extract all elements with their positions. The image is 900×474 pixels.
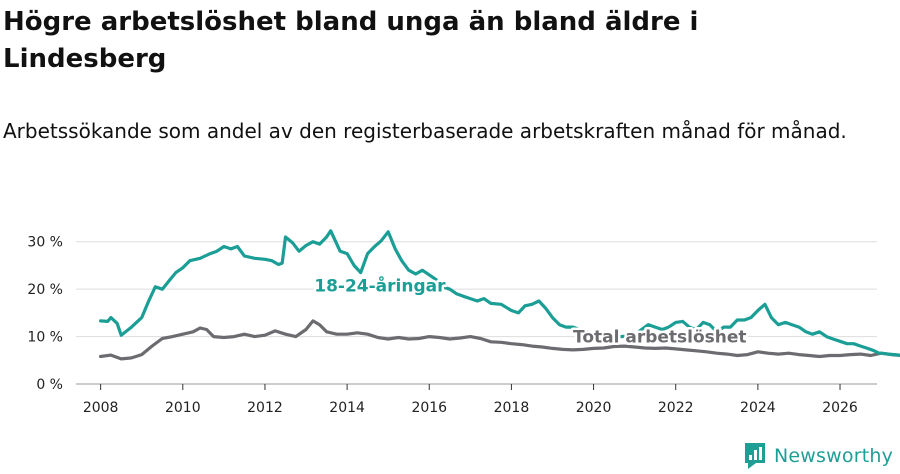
series-line-youth [99,229,900,357]
y-axis-ticks: 0 % 10 % 20 % 30 % [27,235,63,393]
series-label-youth: 18-24-åringar [314,275,446,297]
chart-subtitle: Arbetssökande som andel av den registerb… [3,119,847,143]
y-tick-label: 0 % [36,377,63,393]
series-line-total [99,319,900,361]
gridlines [76,241,877,385]
y-tick-label: 20 % [27,282,63,298]
x-tick-label: 2012 [247,400,283,416]
y-tick-label: 30 % [27,235,63,251]
brand-name: Newsworthy [774,445,894,467]
series-label-total: Total arbetslöshet [573,327,747,347]
x-tick-label: 2024 [740,400,776,416]
x-tick-label: 2018 [494,400,530,416]
x-tick-label: 2020 [576,400,612,416]
x-tick-label: 2010 [165,400,201,416]
newsworthy-logo-icon [745,443,765,469]
x-tick-label: 2016 [411,400,447,416]
brand-logo: Newsworthy [744,441,893,471]
x-tick-label: 2026 [822,400,858,416]
x-axis: 2008 2010 2012 2014 2016 2018 2020 2022 2024 2026 [83,384,858,416]
chart-title: Högre arbetslöshet bland unga än bland ä… [3,7,699,74]
x-tick-label: 2022 [658,400,694,416]
y-tick-label: 10 % [27,330,63,346]
series-lines [99,229,900,361]
x-tick-label: 2008 [83,400,119,416]
x-tick-label: 2014 [329,400,365,416]
